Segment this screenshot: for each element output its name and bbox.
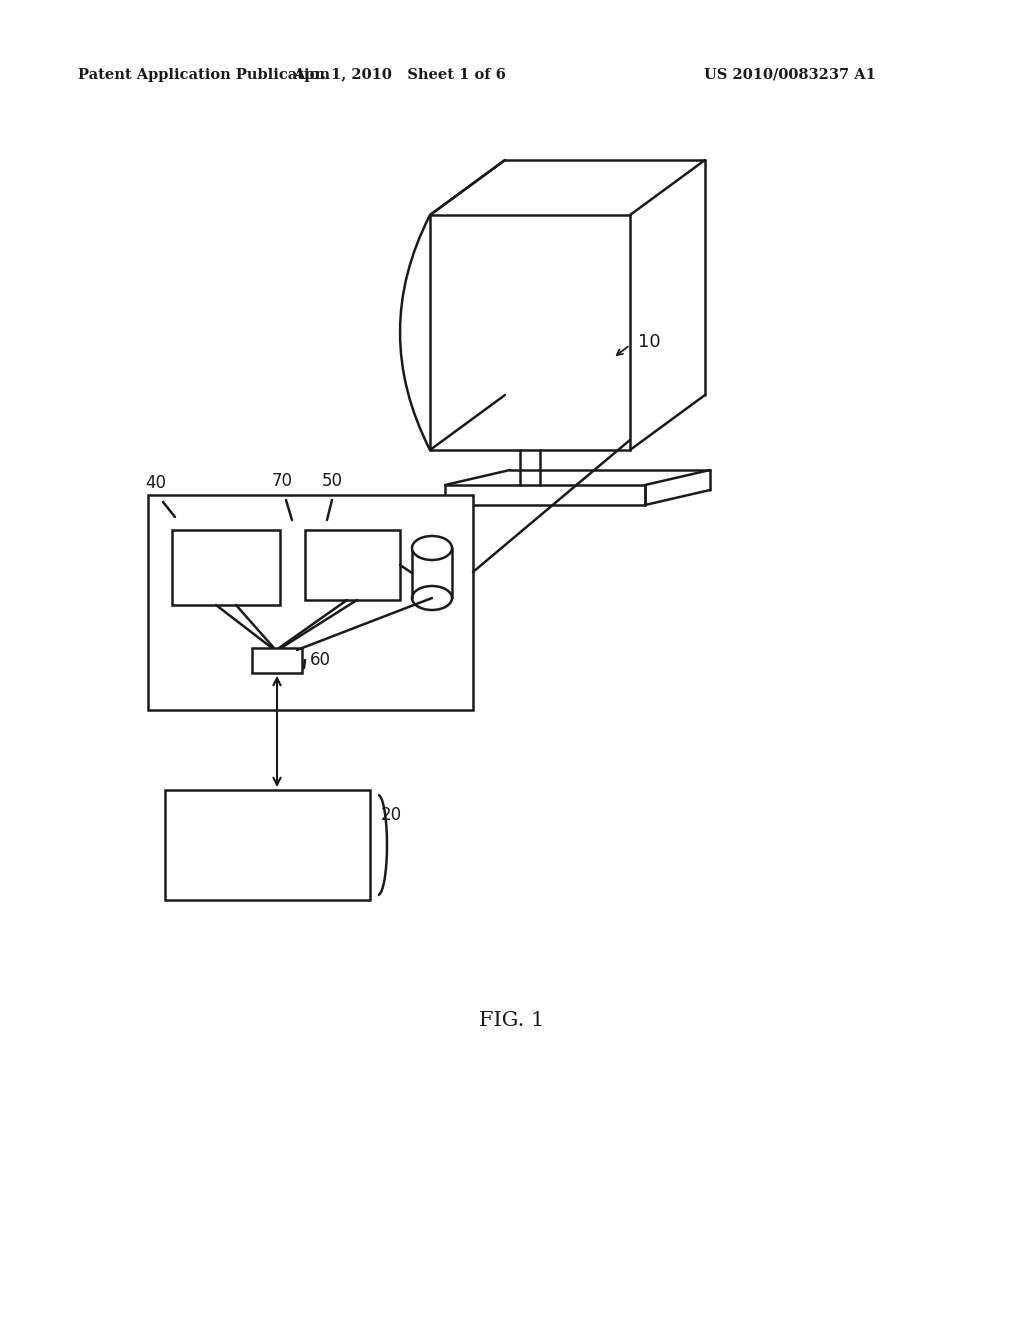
Text: 40: 40 xyxy=(145,474,166,492)
Text: Patent Application Publication: Patent Application Publication xyxy=(78,69,330,82)
Text: 60: 60 xyxy=(310,651,331,669)
Ellipse shape xyxy=(412,536,452,560)
Text: 70: 70 xyxy=(272,473,293,490)
Bar xyxy=(305,531,400,601)
Text: US 2010/0083237 A1: US 2010/0083237 A1 xyxy=(705,69,876,82)
Ellipse shape xyxy=(412,586,452,610)
Bar xyxy=(148,495,473,710)
Text: 20: 20 xyxy=(381,807,402,824)
Text: 10: 10 xyxy=(638,333,660,351)
Bar xyxy=(172,531,280,605)
Text: Apr. 1, 2010   Sheet 1 of 6: Apr. 1, 2010 Sheet 1 of 6 xyxy=(294,69,507,82)
Text: FIG. 1: FIG. 1 xyxy=(479,1011,545,1030)
Bar xyxy=(252,648,302,673)
Bar xyxy=(165,789,370,900)
Text: 50: 50 xyxy=(322,473,343,490)
